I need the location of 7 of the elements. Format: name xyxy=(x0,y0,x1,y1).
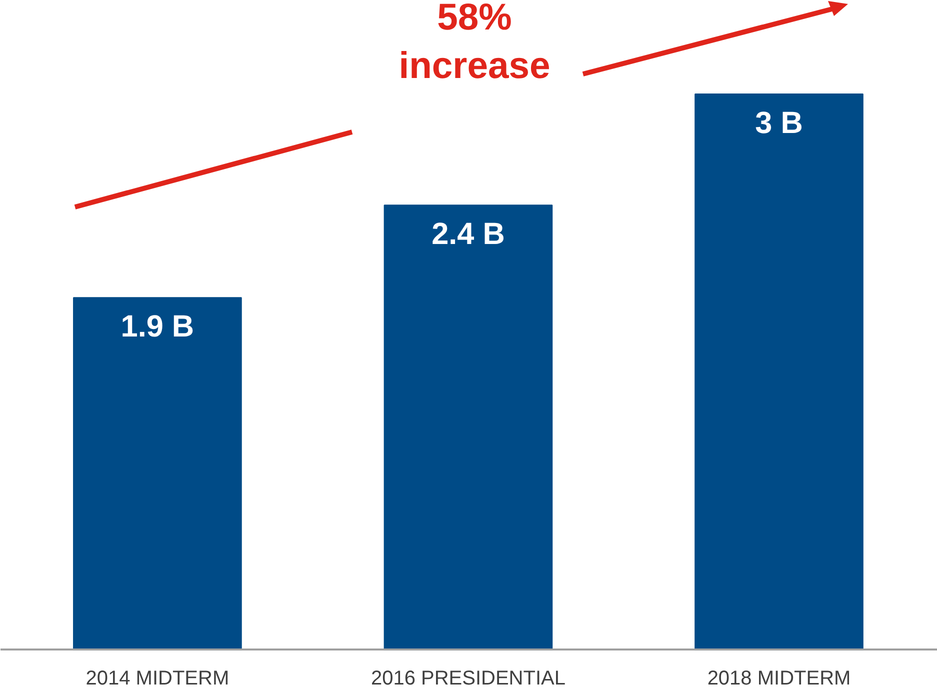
data-label: 1.9 B xyxy=(120,310,194,344)
text: 58% increase xyxy=(398,0,550,86)
x-tick-label: 2016 PRESIDENTIAL xyxy=(370,668,566,690)
x-tick-label: 2014 MIDTERM xyxy=(86,668,230,690)
data-label: 2.4 B xyxy=(432,217,505,252)
x-tick-label: 2018 MIDTERM xyxy=(707,668,851,690)
data-label: 3 B xyxy=(755,106,803,140)
